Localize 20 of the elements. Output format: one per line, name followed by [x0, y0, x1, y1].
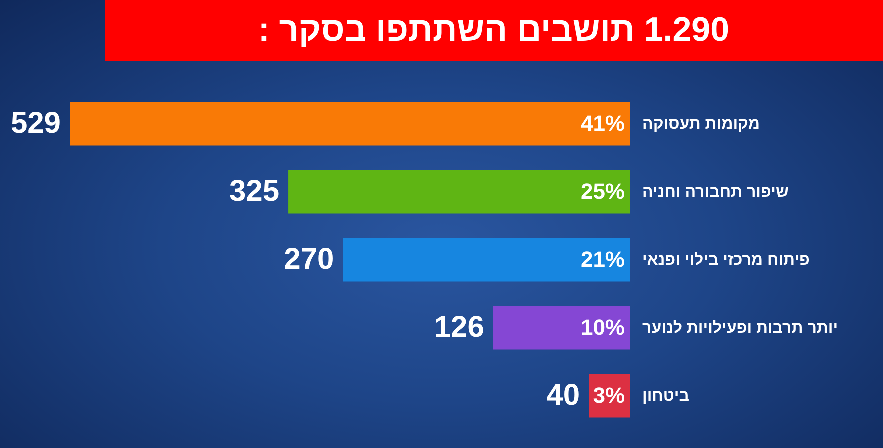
bar: [493, 306, 630, 350]
annotation: 40: [546, 379, 580, 412]
y-tick-label: פיתוח מרכזי בילוי ופנאי: [642, 251, 810, 269]
annotation: 126: [434, 311, 484, 344]
data-label: 25%: [580, 179, 625, 204]
annotation: 270: [284, 243, 334, 276]
y-tick-label: שיפור תחבורה וחניה: [642, 184, 789, 201]
bar: [343, 238, 630, 282]
data-label: 21%: [580, 247, 625, 272]
data-label: 3%: [593, 383, 625, 408]
bar: [288, 170, 630, 214]
chart-title: 1.290 תושבים השתתפו בסקר :: [258, 11, 730, 49]
y-tick-label: יותר תרבות ופעילויות לנוער: [642, 319, 838, 337]
data-label: 10%: [580, 315, 625, 340]
annotation: 325: [229, 175, 280, 208]
bar: [70, 102, 630, 146]
data-label: 41%: [580, 111, 625, 136]
annotation: 529: [10, 107, 61, 140]
y-tick-label: מקומות תעסוקה: [642, 116, 760, 133]
y-tick-label: ביטחון: [642, 388, 690, 405]
